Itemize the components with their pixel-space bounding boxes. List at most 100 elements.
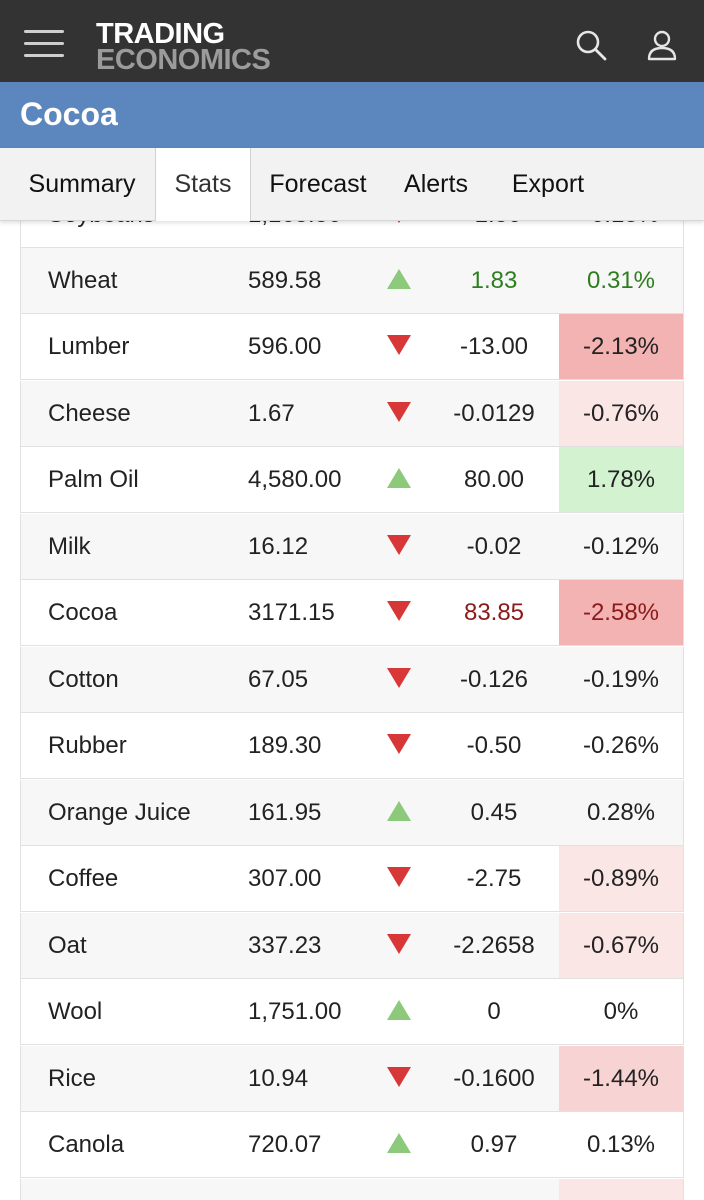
commodity-name[interactable]: Palm Oil bbox=[48, 466, 139, 493]
up-arrow-icon bbox=[387, 447, 413, 512]
commodity-price: 161.95 bbox=[248, 798, 322, 826]
commodity-change: -2.75 bbox=[466, 865, 522, 892]
page-title: Cocoa bbox=[20, 96, 118, 132]
commodity-change: 1.83 bbox=[470, 266, 518, 294]
commodity-price: 337.23 bbox=[248, 931, 322, 959]
commodity-name[interactable]: Wheat bbox=[48, 266, 118, 294]
commodity-percent-change: 0.13% bbox=[586, 1131, 656, 1158]
tab-forecast[interactable]: Forecast bbox=[269, 170, 367, 198]
commodity-price: 1.67 bbox=[248, 399, 295, 427]
table-row[interactable]: Cocoa 3171.15 83.85 -2.58% bbox=[20, 580, 684, 646]
commodity-name[interactable]: Coffee bbox=[48, 865, 119, 892]
commodity-percent-change: -0.19% bbox=[582, 665, 660, 693]
commodity-percent-change: 0% bbox=[603, 998, 639, 1025]
up-arrow-icon bbox=[387, 248, 413, 313]
commodity-name[interactable]: Canola bbox=[48, 1131, 125, 1158]
triangle-icon bbox=[387, 734, 411, 754]
commodity-change: -2.2658 bbox=[453, 931, 535, 959]
down-arrow-icon bbox=[387, 514, 413, 579]
commodity-price: 16.12 bbox=[248, 532, 309, 560]
commodity-percent-change: -1.44% bbox=[559, 1045, 683, 1111]
commodity-name[interactable]: Orange Juice bbox=[48, 798, 191, 826]
down-arrow-icon bbox=[387, 846, 413, 911]
commodity-name[interactable]: Cheese bbox=[48, 399, 131, 427]
triangle-icon bbox=[387, 1066, 411, 1087]
commodity-name[interactable]: Rice bbox=[48, 1064, 97, 1092]
triangle-icon bbox=[387, 800, 411, 821]
user-icon[interactable] bbox=[645, 28, 679, 62]
down-arrow-icon bbox=[387, 647, 413, 712]
commodity-name[interactable]: Milk bbox=[48, 532, 91, 560]
table-row[interactable]: Palm Oil 4,580.00 80.00 1.78% bbox=[20, 447, 684, 513]
table-row[interactable]: Rice 10.94 -0.1600 -1.44% bbox=[20, 1045, 684, 1112]
tab-alerts[interactable]: Alerts bbox=[404, 170, 468, 198]
up-arrow-icon bbox=[387, 1112, 413, 1177]
table-row[interactable]: Lumber 596.00 -13.00 -2.13% bbox=[20, 314, 684, 380]
commodity-change: -0.50 bbox=[466, 732, 522, 759]
tab-export[interactable]: Export bbox=[511, 170, 585, 198]
table-row[interactable]: Cheese 1.67 -0.0129 -0.76% bbox=[20, 380, 684, 447]
table-row[interactable]: Wool 1,751.00 0 0% bbox=[20, 979, 684, 1045]
triangle-icon bbox=[387, 1133, 411, 1153]
commodity-name[interactable]: Lumber bbox=[48, 333, 130, 360]
tab-bar: Summary Stats Forecast Alerts Export bbox=[0, 148, 704, 221]
commodity-percent-change: -2.58% bbox=[559, 580, 683, 645]
triangle-icon bbox=[387, 667, 411, 688]
table-row[interactable]: Oat 337.23 -2.2658 -0.67% bbox=[20, 912, 684, 979]
commodity-price: 4,580.00 bbox=[248, 466, 342, 493]
up-arrow-icon bbox=[387, 780, 413, 845]
down-arrow-icon bbox=[387, 713, 413, 778]
hamburger-menu-icon[interactable] bbox=[24, 28, 64, 60]
site-logo[interactable]: TRADING ECONOMICS bbox=[96, 18, 271, 75]
table-row[interactable]: Coffee 307.00 -2.75 -0.89% bbox=[20, 846, 684, 912]
commodity-percent-change: 1.78% bbox=[559, 447, 683, 512]
tab-stats[interactable]: Stats bbox=[155, 148, 251, 221]
table-row[interactable]: Wheat 589.58 1.83 0.31% bbox=[20, 247, 684, 314]
commodity-percent-change: -0.67% bbox=[559, 912, 683, 978]
commodity-percent-change: -0.26% bbox=[582, 732, 660, 759]
triangle-icon bbox=[387, 933, 411, 954]
table-row[interactable] bbox=[20, 1178, 684, 1200]
triangle-icon bbox=[387, 401, 411, 422]
page-title-bar: Cocoa bbox=[0, 82, 704, 148]
commodity-percent-change: 0.28% bbox=[586, 798, 656, 826]
commodity-change: -0.02 bbox=[466, 532, 522, 560]
commodity-price: 1,751.00 bbox=[248, 998, 342, 1025]
table-row[interactable]: Cotton 67.05 -0.126 -0.19% bbox=[20, 646, 684, 713]
commodity-percent-change: -2.13% bbox=[559, 314, 683, 379]
commodity-price: 720.07 bbox=[248, 1131, 322, 1158]
down-arrow-icon bbox=[387, 580, 413, 645]
commodity-price: 67.05 bbox=[248, 665, 309, 693]
commodity-price: 596.00 bbox=[248, 333, 322, 360]
down-arrow-icon bbox=[387, 913, 413, 978]
commodity-name[interactable]: Cotton bbox=[48, 665, 119, 693]
triangle-icon bbox=[387, 1000, 411, 1020]
commodity-name[interactable]: Wool bbox=[48, 998, 103, 1025]
commodity-change: -13.00 bbox=[459, 333, 529, 360]
table-row[interactable]: Rubber 189.30 -0.50 -0.26% bbox=[20, 713, 684, 779]
triangle-icon bbox=[387, 268, 411, 289]
table-row[interactable]: Milk 16.12 -0.02 -0.12% bbox=[20, 513, 684, 580]
commodity-change: 0 bbox=[487, 998, 501, 1025]
commodity-change: 0.45 bbox=[470, 798, 518, 826]
commodity-name[interactable]: Rubber bbox=[48, 732, 127, 759]
down-arrow-icon bbox=[387, 314, 413, 379]
commodity-price: 189.30 bbox=[248, 732, 322, 759]
commodity-change: 0.97 bbox=[470, 1131, 518, 1158]
up-arrow-icon bbox=[387, 979, 413, 1044]
triangle-icon bbox=[387, 534, 411, 555]
commodity-name[interactable]: Oat bbox=[48, 931, 87, 959]
commodity-percent-change: -0.89% bbox=[559, 846, 683, 911]
commodity-change: -0.126 bbox=[459, 665, 529, 693]
commodity-name[interactable]: Cocoa bbox=[48, 599, 118, 626]
tab-summary[interactable]: Summary bbox=[28, 170, 136, 198]
table-row[interactable]: Canola 720.07 0.97 0.13% bbox=[20, 1112, 684, 1178]
commodity-price: 589.58 bbox=[248, 266, 322, 294]
commodities-table: Soybeans1,165.50-1.50-0.13%Wheat589.581.… bbox=[20, 181, 684, 1200]
search-icon[interactable] bbox=[574, 28, 608, 62]
commodity-percent-change: 0.31% bbox=[586, 266, 656, 294]
commodity-change: -0.1600 bbox=[453, 1064, 535, 1092]
commodity-price: 307.00 bbox=[248, 865, 322, 892]
logo-line-1: TRADING bbox=[96, 18, 225, 50]
table-row[interactable]: Orange Juice 161.95 0.45 0.28% bbox=[20, 779, 684, 846]
